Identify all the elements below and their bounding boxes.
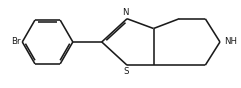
Text: Br: Br xyxy=(11,37,20,46)
Text: S: S xyxy=(123,67,129,76)
Text: NH: NH xyxy=(224,37,237,46)
Text: N: N xyxy=(122,8,129,17)
